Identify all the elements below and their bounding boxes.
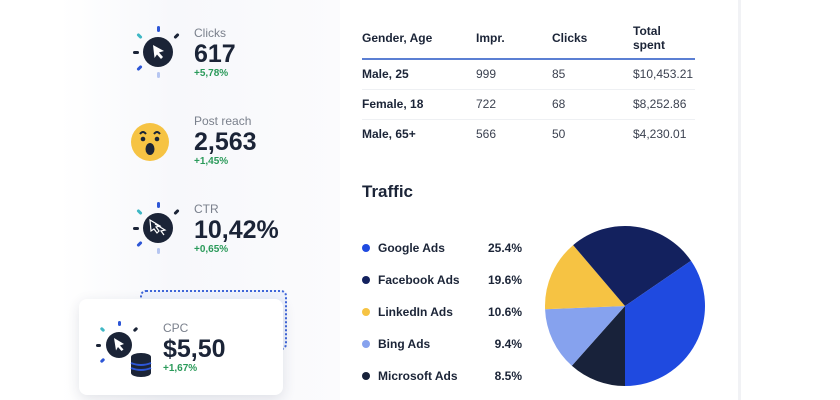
- legend-dot-icon: [362, 308, 370, 316]
- legend-dot-icon: [362, 244, 370, 252]
- table-cell: 999: [476, 59, 552, 90]
- table-cell: Male, 65+: [362, 127, 416, 141]
- column-header[interactable]: Impr.: [476, 20, 552, 60]
- pie-slice-microsoft-ads: [571, 306, 625, 386]
- legend-value: 10.6%: [487, 305, 522, 319]
- metric-label: CTR: [194, 202, 219, 216]
- cursor-coins-icon: [96, 321, 152, 377]
- legend-label: Microsoft Ads: [378, 369, 458, 383]
- double-cursor-icon: [133, 202, 180, 254]
- legend-item: Facebook Ads 19.6%: [362, 264, 522, 296]
- table-cell: 566: [476, 127, 497, 141]
- legend-label: LinkedIn Ads: [378, 305, 453, 319]
- column-header[interactable]: Total spent: [633, 20, 695, 60]
- metric-label: Post reach: [194, 114, 252, 128]
- legend-dot-icon: [362, 372, 370, 380]
- legend-item: LinkedIn Ads 10.6%: [362, 296, 522, 328]
- table-cell: 722: [476, 89, 552, 120]
- table-row: Female, 18 722 68 $8,252.86: [362, 89, 695, 120]
- legend-value: 8.5%: [494, 369, 522, 383]
- metric-delta: +1,67%: [163, 363, 198, 374]
- pie-slice-bing-ads: [545, 306, 625, 366]
- table-cell: 50: [552, 127, 566, 141]
- legend-item: Bing Ads 9.4%: [362, 328, 522, 360]
- legend-value: 25.4%: [487, 241, 522, 255]
- metric-cpc-card[interactable]: CPC $5,50 +1,67%: [79, 299, 283, 395]
- cursor-click-icon: [133, 26, 180, 78]
- column-header[interactable]: Clicks: [552, 20, 633, 60]
- metric-delta: +1,45%: [194, 156, 229, 167]
- surprised-emoji-icon: [131, 123, 169, 161]
- metric-value: 2,563: [194, 128, 257, 156]
- legend-dot-icon: [362, 340, 370, 348]
- table-cell: Male, 25: [362, 59, 476, 90]
- chart-legend: Google Ads 25.4% Facebook Ads 19.6% LinkedIn…: [362, 232, 522, 392]
- metric-label: Clicks: [194, 26, 226, 40]
- table-cell: Female, 18: [362, 89, 476, 120]
- panel-divider: [738, 0, 741, 400]
- table-cell: 85: [552, 59, 633, 90]
- pie-slice-linkedin-ads: [545, 245, 625, 310]
- legend-dot-icon: [362, 276, 370, 284]
- legend-item: Microsoft Ads 8.5%: [362, 360, 522, 392]
- traffic-title: Traffic: [362, 182, 414, 201]
- demographics-table: Gender, Age Impr. Clicks Total spent Mal…: [362, 20, 695, 149]
- legend-value: 19.6%: [487, 273, 522, 287]
- legend-label: Google Ads: [378, 241, 445, 255]
- table-row: Male, 65+ 566 50 $4,230.01: [362, 120, 695, 150]
- metric-delta: +0,65%: [194, 244, 229, 255]
- table-cell: 68: [552, 89, 633, 120]
- table-cell: $10,453.21: [633, 59, 695, 90]
- metric-value: 10,42%: [194, 216, 279, 244]
- column-header[interactable]: Gender, Age: [362, 20, 476, 60]
- table-cell: $8,252.86: [633, 89, 695, 120]
- table-cell: $4,230.01: [633, 127, 687, 141]
- legend-label: Bing Ads: [378, 337, 431, 351]
- metric-delta: +5,78%: [194, 68, 229, 79]
- legend-value: 9.4%: [494, 337, 522, 351]
- table-row: Male, 25 999 85 $10,453.21: [362, 59, 695, 90]
- legend-item: Google Ads 25.4%: [362, 232, 522, 264]
- pie-slice-google-ads: [625, 260, 705, 386]
- traffic-pie-chart: [545, 226, 705, 386]
- table-header-row: Gender, Age Impr. Clicks Total spent: [362, 20, 695, 60]
- metric-value: 617: [194, 40, 236, 68]
- metric-label: CPC: [163, 321, 189, 335]
- legend-label: Facebook Ads: [378, 273, 460, 287]
- pie-slice-facebook-ads: [573, 226, 692, 306]
- metric-value: $5,50: [163, 335, 226, 363]
